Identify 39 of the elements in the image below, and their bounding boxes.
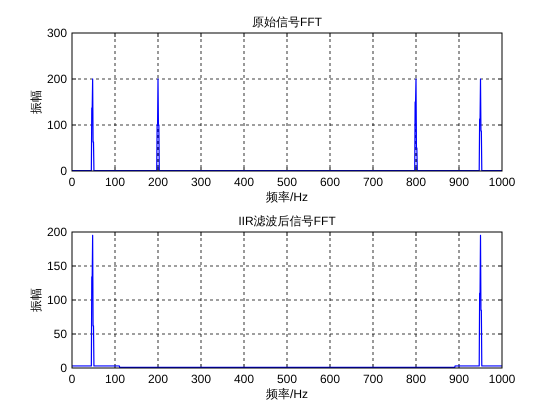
y-tick-label: 150 bbox=[46, 259, 68, 273]
x-tick-label: 0 bbox=[68, 175, 76, 189]
x-tick-label: 900 bbox=[448, 175, 470, 189]
chart-title: IIR滤波后信号FFT bbox=[238, 214, 336, 228]
x-axis-title: 频率/Hz bbox=[266, 190, 308, 204]
chart-title: 原始信号FFT bbox=[252, 15, 323, 29]
x-tick-label: 100 bbox=[104, 175, 126, 189]
y-axis-title: 振幅 bbox=[29, 90, 43, 114]
x-tick-label: 500 bbox=[276, 175, 298, 189]
x-axis-title: 频率/Hz bbox=[266, 387, 308, 401]
y-tick-label: 50 bbox=[54, 327, 68, 341]
x-tick-label: 600 bbox=[320, 175, 340, 189]
x-tick-label: 1000 bbox=[488, 175, 516, 189]
x-tick-label: 200 bbox=[148, 175, 168, 189]
x-tick-label: 1000 bbox=[488, 372, 516, 386]
y-tick-label: 200 bbox=[46, 72, 68, 86]
y-tick-label: 200 bbox=[46, 225, 68, 239]
x-tick-label: 900 bbox=[448, 372, 470, 386]
x-tick-label: 700 bbox=[362, 175, 384, 189]
x-tick-label: 300 bbox=[190, 372, 212, 386]
y-tick-label: 0 bbox=[60, 361, 68, 375]
x-tick-label: 600 bbox=[320, 372, 340, 386]
y-tick-label: 100 bbox=[46, 293, 68, 307]
y-tick-label: 0 bbox=[60, 164, 68, 178]
x-tick-label: 800 bbox=[406, 372, 426, 386]
x-tick-label: 400 bbox=[234, 175, 254, 189]
y-tick-label: 100 bbox=[46, 118, 68, 132]
line-series bbox=[71, 234, 503, 368]
y-axis-title: 振幅 bbox=[29, 288, 43, 312]
x-tick-label: 0 bbox=[68, 372, 76, 386]
x-tick-label: 400 bbox=[234, 372, 254, 386]
line-series bbox=[71, 78, 503, 172]
x-tick-label: 300 bbox=[190, 175, 212, 189]
x-tick-label: 800 bbox=[406, 175, 426, 189]
x-tick-label: 700 bbox=[362, 372, 384, 386]
y-tick-label: 300 bbox=[46, 26, 68, 40]
x-tick-label: 100 bbox=[104, 372, 126, 386]
x-tick-label: 200 bbox=[148, 372, 168, 386]
x-tick-label: 500 bbox=[276, 372, 298, 386]
